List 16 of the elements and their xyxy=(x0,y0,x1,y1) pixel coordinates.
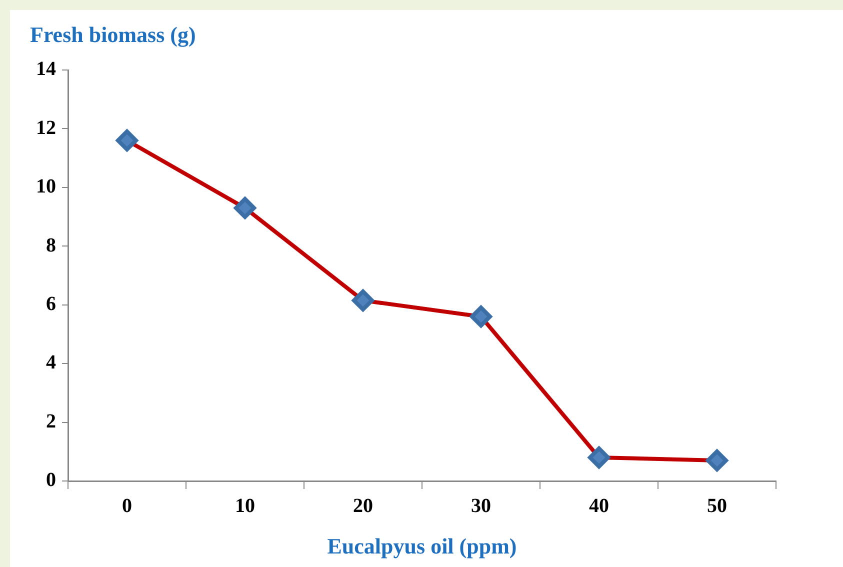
x-tick-label: 40 xyxy=(589,495,609,518)
y-tick-label: 2 xyxy=(46,410,56,432)
y-tick-label: 10 xyxy=(36,176,56,198)
y-tick-label: 14 xyxy=(36,58,56,80)
y-tick-label: 4 xyxy=(46,352,56,374)
x-tick-label: 20 xyxy=(353,495,373,518)
x-axis-title: Eucalpyus oil (ppm) xyxy=(327,533,517,558)
x-tick-label: 10 xyxy=(235,495,255,518)
x-tick-label: 50 xyxy=(707,495,727,518)
y-tick-label: 12 xyxy=(36,116,56,139)
x-tick-label: 0 xyxy=(122,495,132,518)
y-axis-title: Fresh biomass (g) xyxy=(30,22,196,48)
y-tick-label: 6 xyxy=(46,293,56,316)
x-tick-label: 30 xyxy=(471,495,491,518)
y-tick-label: 0 xyxy=(46,469,56,492)
y-tick-label: 8 xyxy=(46,234,56,256)
